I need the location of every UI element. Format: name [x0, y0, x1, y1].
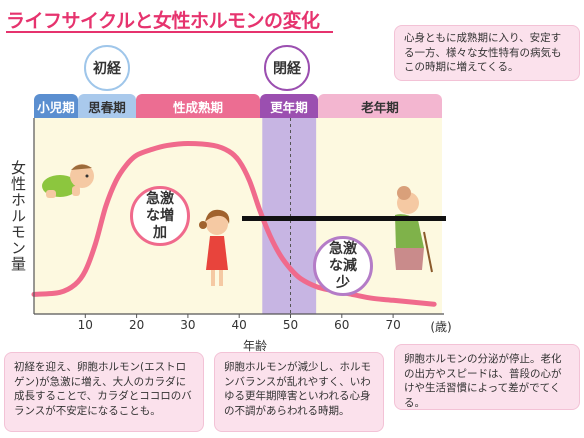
stage-senior: 老年期	[318, 94, 442, 118]
stage-reproductive: 性成熟期	[136, 94, 260, 118]
x-tick-label: 70	[385, 318, 401, 332]
y-axis-label: 女性ホルモン量	[9, 160, 27, 272]
callout-maturity: 心身ともに成熟期に入り、安定する一方、様々な女性特有の病気もこの時期に増えてくる…	[394, 25, 580, 81]
stage-menopause: 更年期	[260, 94, 318, 118]
callout-senior: 卵胞ホルモンの分泌が停止。老化の出方やスピードは、普段の心がけや生活習慣によって…	[394, 344, 580, 410]
stage-puberty: 思春期	[78, 94, 136, 118]
x-tick-label: 20	[128, 318, 145, 332]
x-tick-label: 10	[77, 318, 93, 332]
menopause-milestone: 閉経	[264, 45, 310, 91]
x-tick-label: 60	[334, 318, 350, 332]
x-tick-label: 50	[282, 318, 299, 332]
title-underline	[6, 31, 333, 33]
overlay-bar	[242, 216, 446, 221]
callout-puberty: 初経を迎え、卵胞ホルモン(エストロゲン)が急激に増え、大人のカラダに成長すること…	[4, 352, 204, 432]
bubble-increase-text: 急激な増加	[146, 190, 174, 241]
callout-menopause: 卵胞ホルモンが減少し、ホルモンバランスが乱れやすく、いわゆる更年期障害といわれる…	[214, 352, 384, 432]
page-title: ライフサイクルと女性ホルモンの変化	[6, 10, 320, 32]
elderly-woman-illustration	[394, 186, 433, 273]
x-axis-label: 年齢	[243, 339, 268, 353]
x-axis-unit: (歳)	[430, 320, 452, 334]
menarche-milestone: 初経	[84, 45, 130, 91]
stage-childhood: 小児期	[34, 94, 78, 118]
bubble-increase: 急激な増加	[130, 186, 190, 246]
bubble-decrease-text: 急激な減少	[329, 240, 357, 291]
bubble-decrease: 急激な減少	[313, 236, 373, 296]
girl-illustration	[199, 209, 230, 286]
baby-illustration	[42, 164, 94, 198]
x-tick-label: 40	[231, 318, 247, 332]
x-tick-label: 30	[180, 318, 196, 332]
